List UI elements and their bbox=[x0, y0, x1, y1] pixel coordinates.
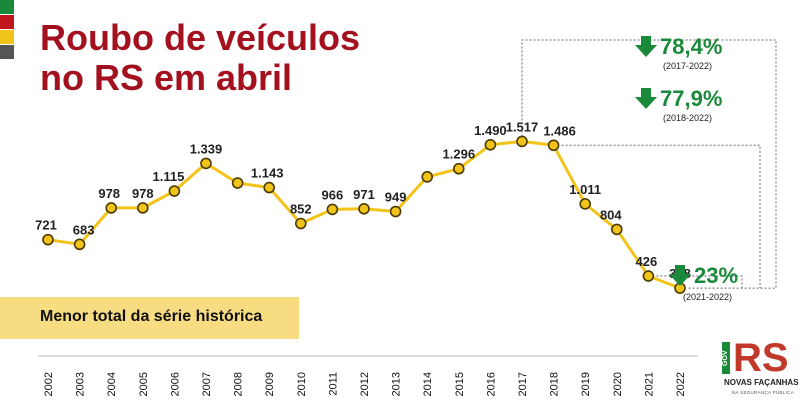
x-tick-label: 2011 bbox=[327, 372, 339, 396]
point-marker bbox=[168, 185, 181, 197]
bracket-2017-2022 bbox=[521, 39, 777, 289]
x-tick-label: 2017 bbox=[517, 372, 529, 396]
title-line-1: Roubo de veículos bbox=[40, 17, 361, 58]
point-marker bbox=[105, 202, 117, 214]
point-marker bbox=[358, 203, 370, 215]
down-arrow-icon bbox=[669, 265, 691, 286]
point-marker bbox=[421, 171, 434, 183]
point-label: 1.011 bbox=[569, 182, 601, 197]
x-tick-label: 2014 bbox=[422, 372, 434, 396]
point-label: 1.339 bbox=[190, 141, 223, 156]
point-label: 978 bbox=[132, 186, 154, 201]
point-label: 721 bbox=[35, 218, 57, 233]
x-tick-label: 2021 bbox=[643, 372, 655, 396]
point-marker bbox=[642, 270, 655, 282]
point-marker bbox=[484, 138, 497, 151]
chart-title: Roubo de veículos no RS em abril bbox=[40, 18, 360, 98]
logo-subline: NA SEGURANÇA PÚBLICA bbox=[732, 390, 795, 395]
decrease-percent: 23% bbox=[694, 263, 738, 288]
point-label: 978 bbox=[98, 186, 120, 201]
x-tick-label: 2007 bbox=[201, 372, 213, 396]
x-tick-label: 2016 bbox=[485, 372, 497, 396]
x-tick-label: 2008 bbox=[233, 372, 245, 396]
point-label: 966 bbox=[322, 187, 344, 202]
bracket-2018-2022 bbox=[561, 144, 761, 289]
point-label: 1.517 bbox=[506, 119, 539, 134]
x-tick-label: 2010 bbox=[296, 372, 308, 396]
x-tick-label: 2020 bbox=[612, 372, 624, 396]
point-label: 1.143 bbox=[251, 166, 284, 181]
point-label: 1.296 bbox=[443, 147, 476, 162]
point-marker bbox=[137, 202, 149, 214]
x-tick-label: 2002 bbox=[43, 372, 55, 396]
x-tick-label: 2005 bbox=[138, 372, 150, 396]
flag-yellow bbox=[0, 30, 14, 44]
point-marker bbox=[200, 157, 212, 170]
series-line bbox=[47, 139, 681, 290]
note-banner bbox=[0, 297, 299, 339]
decrease-period: (2018-2022) bbox=[663, 113, 712, 123]
x-tick-label: 2006 bbox=[169, 372, 181, 396]
point-label: 852 bbox=[290, 201, 312, 216]
point-marker bbox=[263, 181, 276, 194]
point-marker bbox=[547, 139, 560, 152]
point-marker bbox=[516, 135, 528, 148]
x-tick-label: 2015 bbox=[454, 372, 466, 396]
point-label: 971 bbox=[353, 187, 375, 202]
decrease-percent: 78,4% bbox=[660, 34, 722, 59]
point-marker bbox=[42, 233, 54, 246]
x-tick-label: 2013 bbox=[391, 372, 403, 396]
flag-green bbox=[0, 0, 14, 14]
point-label: 1.490 bbox=[474, 123, 507, 138]
point-marker bbox=[73, 238, 86, 251]
logo-gov-badge: GOV bbox=[722, 342, 730, 374]
x-tick-label: 2004 bbox=[106, 372, 118, 396]
x-tick-label: 2018 bbox=[549, 372, 561, 396]
rs-gov-logo: GOV RS NOVAS FAÇANHAS NA SEGURANÇA PÚBLI… bbox=[718, 336, 799, 400]
logo-rs-text: RS bbox=[733, 336, 789, 380]
point-label: 426 bbox=[636, 254, 658, 269]
x-tick-label: 2019 bbox=[580, 372, 592, 396]
down-arrow-icon bbox=[635, 36, 657, 57]
x-tick-label: 2012 bbox=[359, 372, 371, 396]
point-marker bbox=[452, 162, 465, 175]
point-marker bbox=[231, 177, 244, 189]
note-text: Menor total da série histórica bbox=[40, 308, 263, 325]
decrease-period: (2017-2022) bbox=[663, 61, 712, 71]
point-label: 1.115 bbox=[152, 169, 184, 184]
point-label: 804 bbox=[600, 207, 622, 222]
down-arrow-icon bbox=[635, 88, 657, 109]
flag-red bbox=[0, 15, 14, 29]
logo-tagline: NOVAS FAÇANHAS bbox=[724, 378, 799, 387]
x-tick-label: 2003 bbox=[75, 372, 87, 396]
decrease-period: (2021-2022) bbox=[683, 292, 732, 302]
point-marker bbox=[579, 198, 592, 210]
point-marker bbox=[610, 223, 623, 236]
point-label: 683 bbox=[73, 222, 95, 237]
decrease-percent: 77,9% bbox=[660, 86, 722, 111]
point-marker bbox=[294, 217, 307, 230]
point-label: 949 bbox=[385, 190, 407, 205]
title-line-2: no RS em abril bbox=[40, 57, 293, 98]
point-marker bbox=[326, 203, 339, 216]
x-tick-label: 2009 bbox=[264, 372, 276, 396]
flag-gray bbox=[0, 45, 14, 59]
point-marker bbox=[389, 205, 402, 218]
x-tick-label: 2022 bbox=[675, 372, 687, 396]
point-label: 1.486 bbox=[543, 123, 576, 138]
